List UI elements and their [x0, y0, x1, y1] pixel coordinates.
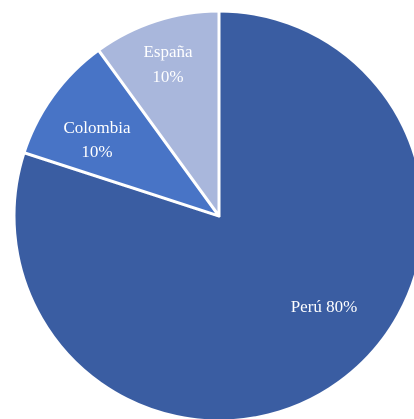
slice-label-espana-value: 10%	[152, 67, 183, 86]
pie-slice-espana	[97, 9, 221, 218]
pie-slice-colombia	[22, 48, 221, 218]
slice-label-colombia-name: Colombia	[63, 118, 131, 137]
pie-labels: Perú 80% Colombia 10% España 10%	[63, 42, 357, 316]
slice-label-espana-name: España	[143, 42, 193, 61]
pie-slices	[12, 9, 414, 419]
slice-label-peru: Perú 80%	[291, 297, 358, 316]
slice-label-colombia-value: 10%	[81, 142, 112, 161]
